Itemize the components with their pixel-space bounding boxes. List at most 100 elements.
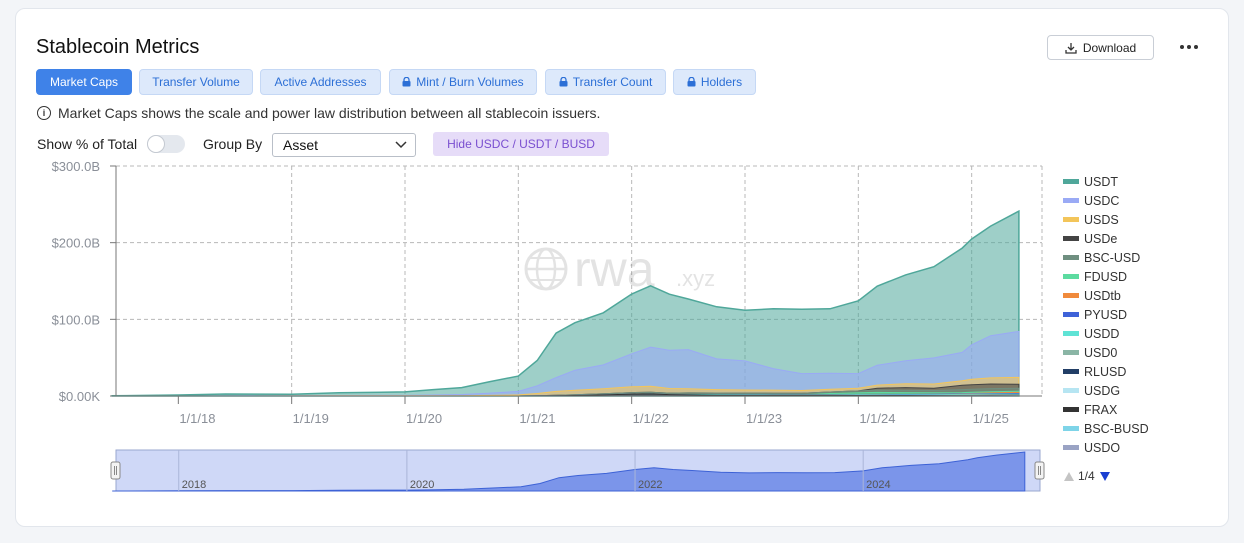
x-tick-label: 1/1/22 xyxy=(633,411,669,426)
legend-item-usdo[interactable]: USDO xyxy=(1063,441,1120,455)
page-title: Stablecoin Metrics xyxy=(36,36,200,58)
navigator-area xyxy=(112,451,1026,492)
legend-label: USD0 xyxy=(1084,346,1117,360)
toggle-knob xyxy=(147,135,165,153)
legend-swatch xyxy=(1063,388,1079,393)
legend-item-bsc-usd[interactable]: BSC-USD xyxy=(1063,251,1140,265)
legend-item-usde[interactable]: USDe xyxy=(1063,232,1117,246)
legend-swatch xyxy=(1063,312,1079,317)
legend-swatch xyxy=(1063,198,1079,203)
legend-swatch xyxy=(1063,293,1079,298)
range-navigator[interactable]: 2018 2020 2022 2024 xyxy=(110,449,1045,492)
x-tick-label: 1/1/23 xyxy=(746,411,782,426)
x-tick-label: 1/1/18 xyxy=(179,411,215,426)
lock-icon xyxy=(402,77,411,87)
legend-label: USDC xyxy=(1084,194,1119,208)
more-dots-icon xyxy=(1180,45,1184,49)
info-icon: i xyxy=(37,106,51,120)
stablecoin-metrics-card: Stablecoin Metrics Download Market Caps … xyxy=(15,8,1229,527)
chevron-down-icon xyxy=(395,141,407,149)
download-icon xyxy=(1065,42,1077,54)
tab-market-caps[interactable]: Market Caps xyxy=(36,69,132,95)
tab-active-addresses[interactable]: Active Addresses xyxy=(260,69,381,95)
legend-swatch xyxy=(1063,179,1079,184)
legend-swatch xyxy=(1063,274,1079,279)
legend-label: USDO xyxy=(1084,441,1120,455)
legend-swatch xyxy=(1063,445,1079,450)
y-tick-label: $300.0B xyxy=(52,159,100,174)
legend-item-usd0[interactable]: USD0 xyxy=(1063,346,1117,360)
x-tick-label: 1/1/21 xyxy=(519,411,555,426)
x-tick-label: 1/1/25 xyxy=(973,411,1009,426)
legend-swatch xyxy=(1063,426,1079,431)
legend: USDT USDC USDS USDe BSC-USD FDUSD USDtb PYUSD US… xyxy=(1063,175,1149,455)
legend-item-usdc[interactable]: USDC xyxy=(1063,194,1119,208)
x-tick-label: 1/1/19 xyxy=(293,411,329,426)
show-pct-label: Show % of Total xyxy=(37,136,138,152)
legend-item-usds[interactable]: USDS xyxy=(1063,213,1119,227)
info-row: i Market Caps shows the scale and power … xyxy=(37,105,600,121)
area-usdt[interactable] xyxy=(111,209,1020,397)
tab-transfer-volume[interactable]: Transfer Volume xyxy=(139,69,253,95)
legend-pager: 1/4 xyxy=(1064,469,1110,483)
lock-icon xyxy=(559,77,568,87)
group-by-select[interactable]: Asset xyxy=(272,133,416,157)
legend-item-usdt[interactable]: USDT xyxy=(1063,175,1118,189)
tab-holders[interactable]: Holders xyxy=(673,69,756,95)
legend-swatch xyxy=(1063,350,1079,355)
lock-icon xyxy=(687,77,696,87)
legend-item-pyusd[interactable]: PYUSD xyxy=(1063,308,1127,322)
chart-controls: Show % of Total Group By Asset Hide USDC… xyxy=(37,132,637,158)
legend-label: PYUSD xyxy=(1084,308,1127,322)
show-pct-toggle[interactable] xyxy=(147,135,185,153)
legend-item-usdd[interactable]: USDD xyxy=(1063,327,1119,341)
legend-label: USDtb xyxy=(1084,289,1121,303)
legend-swatch xyxy=(1063,255,1079,260)
legend-label: BSC-BUSD xyxy=(1084,422,1149,436)
legend-item-usdg[interactable]: USDG xyxy=(1063,384,1120,398)
tab-transfer-count[interactable]: Transfer Count xyxy=(545,69,666,95)
legend-swatch xyxy=(1063,369,1079,374)
legend-swatch xyxy=(1063,236,1079,241)
legend-label: FDUSD xyxy=(1084,270,1127,284)
y-tick-label: $200.0B xyxy=(52,236,100,251)
download-button[interactable]: Download xyxy=(1047,35,1154,60)
legend-item-bsc-busd[interactable]: BSC-BUSD xyxy=(1063,422,1149,436)
y-tick-label: $100.0B xyxy=(52,312,100,327)
area-series xyxy=(111,209,1020,397)
legend-swatch xyxy=(1063,217,1079,222)
pager-up-icon[interactable] xyxy=(1064,472,1074,481)
navigator-right-handle[interactable] xyxy=(1034,461,1045,480)
legend-label: USDD xyxy=(1084,327,1119,341)
download-label: Download xyxy=(1082,40,1137,55)
y-tick-label: $0.00K xyxy=(59,389,101,404)
watermark: rwa .xyz xyxy=(524,241,715,297)
legend-item-frax[interactable]: FRAX xyxy=(1063,403,1118,417)
tab-mint-burn-volumes[interactable]: Mint / Burn Volumes xyxy=(389,69,537,95)
info-text: Market Caps shows the scale and power la… xyxy=(58,105,601,121)
pager-text: 1/4 xyxy=(1078,469,1095,483)
navigator-tick-label: 2022 xyxy=(638,479,662,491)
legend-item-usdtb[interactable]: USDtb xyxy=(1063,289,1121,303)
legend-label: FRAX xyxy=(1084,403,1118,417)
hide-usdc-usdt-busd-button[interactable]: Hide USDC / USDT / BUSD xyxy=(433,132,609,156)
watermark-text: rwa xyxy=(574,241,655,297)
navigator-tick-label: 2024 xyxy=(866,479,890,491)
group-by-label: Group By xyxy=(203,136,263,152)
navigator-left-handle[interactable] xyxy=(110,461,121,480)
globe-icon xyxy=(524,247,568,291)
more-options-button[interactable] xyxy=(1176,36,1202,58)
x-tick-label: 1/1/24 xyxy=(859,411,895,426)
legend-label: USDe xyxy=(1084,232,1117,246)
legend-swatch xyxy=(1063,407,1079,412)
legend-item-rlusd[interactable]: RLUSD xyxy=(1063,365,1126,379)
group-by-value: Asset xyxy=(283,137,319,153)
legend-label: RLUSD xyxy=(1084,365,1126,379)
legend-item-fdusd[interactable]: FDUSD xyxy=(1063,270,1127,284)
legend-label: USDS xyxy=(1084,213,1119,227)
axes: $0.00K $100.0B $200.0B $300.0B 1/1/18 1/1/19 1… xyxy=(52,159,1042,426)
legend-label: USDT xyxy=(1084,175,1118,189)
navigator-tick-label: 2018 xyxy=(182,479,206,491)
pager-down-icon[interactable] xyxy=(1100,472,1110,481)
